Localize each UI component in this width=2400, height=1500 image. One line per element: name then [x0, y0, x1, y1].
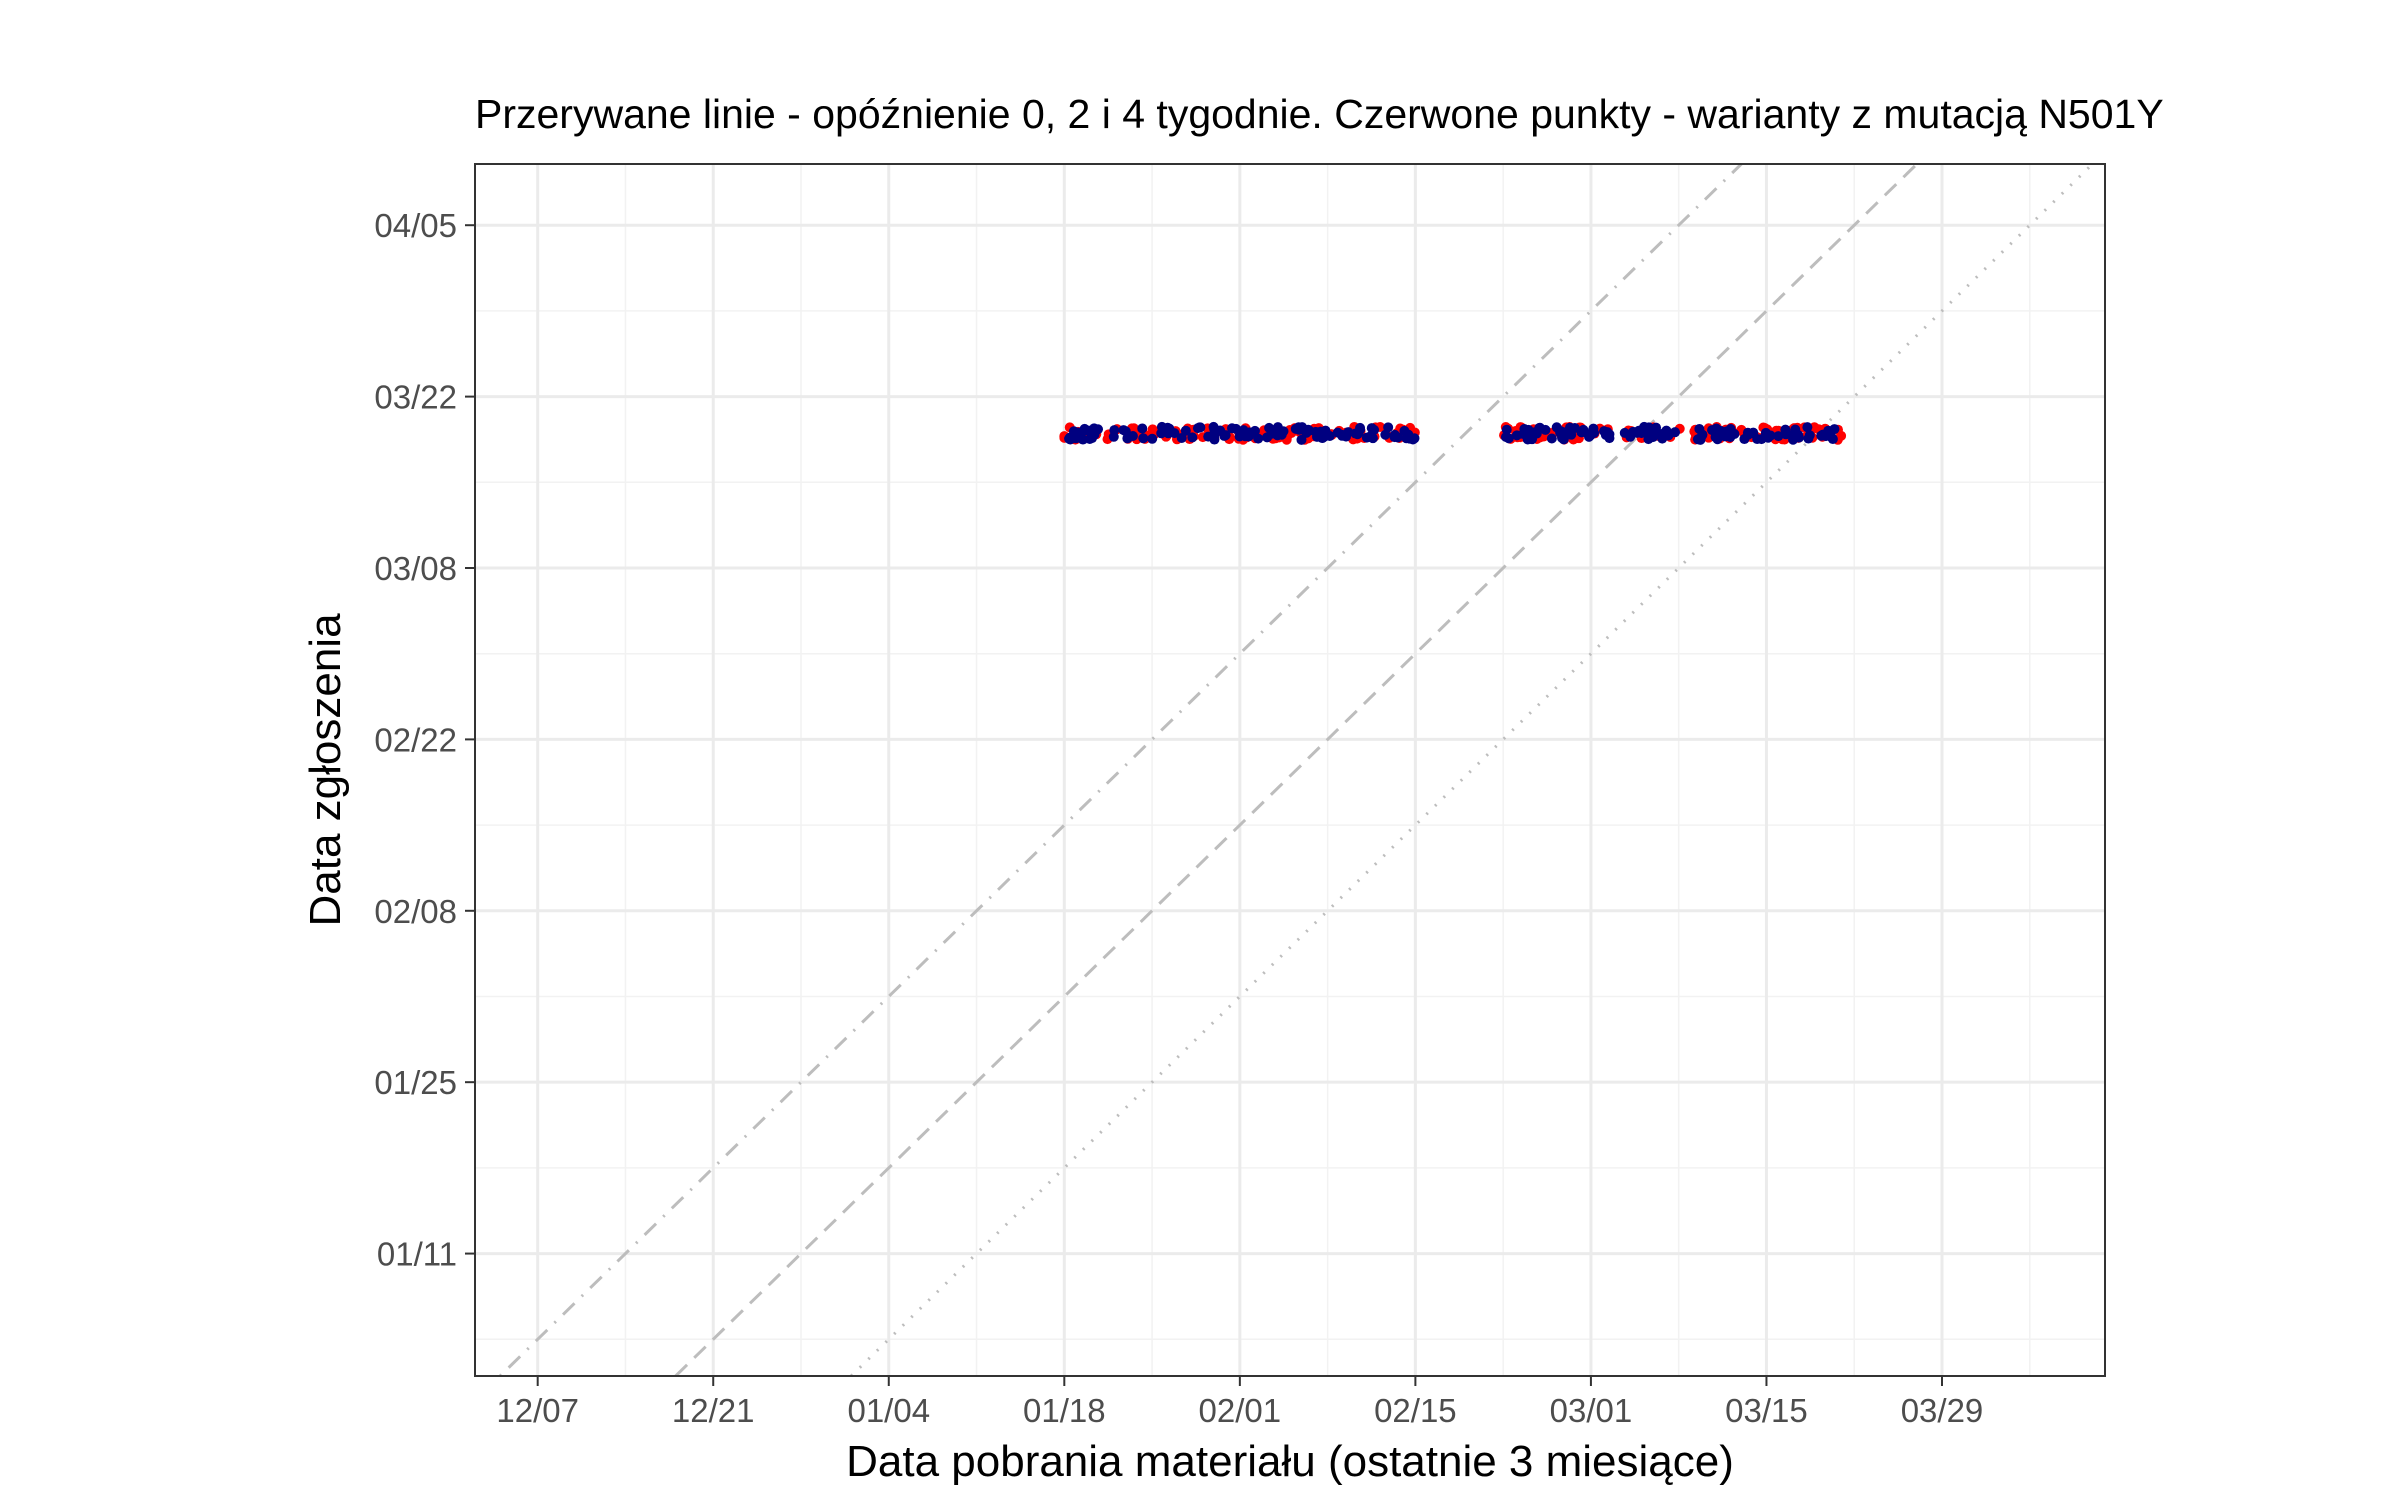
data-point-other [1804, 430, 1815, 441]
x-tick-label: 03/01 [1550, 1392, 1633, 1429]
data-point-other [1210, 425, 1221, 436]
data-point-other [1137, 423, 1148, 434]
reference-line-4w [499, 162, 1743, 1378]
data-point-other [1246, 427, 1257, 438]
data-point-other [1087, 430, 1098, 441]
data-point-other [1546, 433, 1557, 444]
data-point-other [1352, 429, 1363, 440]
data-point-other [1176, 432, 1187, 443]
data-point-other [1636, 428, 1647, 439]
data-point-other [1293, 422, 1304, 433]
data-point-other [1802, 422, 1813, 433]
y-tick-label: 01/25 [374, 1064, 457, 1101]
y-tick-label: 02/22 [374, 721, 457, 758]
data-point-other [1120, 426, 1131, 437]
data-point-other [1659, 427, 1670, 438]
x-tick-label: 02/15 [1374, 1392, 1457, 1429]
data-point-other [1264, 422, 1275, 433]
y-axis: 01/11 01/25 02/08 02/22 03/08 03/22 04/05 [374, 207, 475, 1273]
grid [475, 164, 2105, 1376]
data-point-other [1824, 431, 1835, 442]
data-point-other [1192, 423, 1203, 434]
data-point-other [1555, 426, 1566, 437]
reference-lines [499, 162, 2094, 1378]
data-point-other [1203, 431, 1214, 442]
data-point-other [1180, 425, 1191, 436]
data-point-other [1301, 427, 1312, 438]
y-tick-label: 02/08 [374, 893, 457, 930]
data-point-other [1361, 432, 1372, 443]
data-point-other [1503, 433, 1514, 444]
data-points [1059, 421, 1847, 445]
data-point-other [1773, 431, 1784, 442]
data-point-other [1780, 429, 1791, 440]
data-point-other [1313, 428, 1324, 439]
x-tick-label: 01/04 [847, 1392, 930, 1429]
data-point-other [1628, 426, 1639, 437]
data-point-other [1065, 434, 1076, 445]
data-point-other [1643, 422, 1654, 433]
y-tick-label: 01/11 [377, 1236, 457, 1273]
y-tick-label: 03/22 [374, 379, 457, 416]
y-tick-label: 03/08 [374, 550, 457, 587]
plot-border [474, 163, 2106, 1377]
data-point-other [1156, 421, 1167, 432]
data-point-n501y [1128, 423, 1139, 434]
data-point-other [1602, 427, 1613, 438]
x-axis-title: Data pobrania materiału (ostatnie 3 mies… [846, 1437, 1734, 1486]
data-point-other [1569, 423, 1580, 434]
data-point-other [1262, 432, 1273, 443]
data-point-other [1729, 429, 1740, 440]
data-point-other [1163, 428, 1174, 439]
x-tick-label: 12/07 [496, 1392, 579, 1429]
data-point-other [1127, 430, 1138, 441]
data-point-other [1712, 434, 1723, 445]
x-tick-label: 03/29 [1901, 1392, 1984, 1429]
data-point-other [1739, 434, 1750, 445]
y-tick-label: 04/05 [374, 207, 457, 244]
data-point-other [1392, 432, 1403, 443]
data-point-other [1707, 425, 1718, 436]
chart-title: Przerywane linie - opóźnienie 0, 2 i 4 t… [475, 91, 2164, 137]
data-point-other [1253, 433, 1264, 444]
data-point-other [1231, 423, 1242, 434]
data-point-other [1138, 433, 1149, 444]
x-tick-label: 01/18 [1023, 1392, 1106, 1429]
data-point-other [1366, 423, 1377, 434]
data-point-other [1337, 430, 1348, 441]
y-axis-title: Data zgłoszenia [301, 613, 350, 927]
data-point-other [1296, 434, 1307, 445]
data-point-other [1619, 427, 1630, 438]
data-point-other [1522, 434, 1533, 445]
data-point-other [1534, 423, 1545, 434]
data-point-other [1511, 430, 1522, 441]
data-point-other [1380, 429, 1391, 440]
x-axis: 12/07 12/21 01/04 01/18 02/01 02/15 03/01 03/15… [496, 1376, 1983, 1429]
data-point-other [1108, 431, 1119, 442]
data-point-other [1404, 433, 1415, 444]
data-point-other [1073, 427, 1084, 438]
x-tick-label: 02/01 [1199, 1392, 1282, 1429]
data-point-other [1147, 433, 1158, 444]
reference-line-0w [850, 162, 2094, 1378]
x-tick-label: 12/21 [672, 1392, 755, 1429]
plot-background [475, 164, 2105, 1376]
data-point-other [1187, 432, 1198, 443]
data-point-other [1519, 426, 1530, 437]
x-tick-label: 03/15 [1725, 1392, 1808, 1429]
data-point-other [1763, 432, 1774, 443]
data-point-other [1695, 433, 1706, 444]
data-point-other [1793, 432, 1804, 443]
reference-line-2w [674, 162, 1918, 1378]
data-point-other [1643, 434, 1654, 445]
data-point-other [1585, 430, 1596, 441]
data-point-other [1501, 424, 1512, 435]
